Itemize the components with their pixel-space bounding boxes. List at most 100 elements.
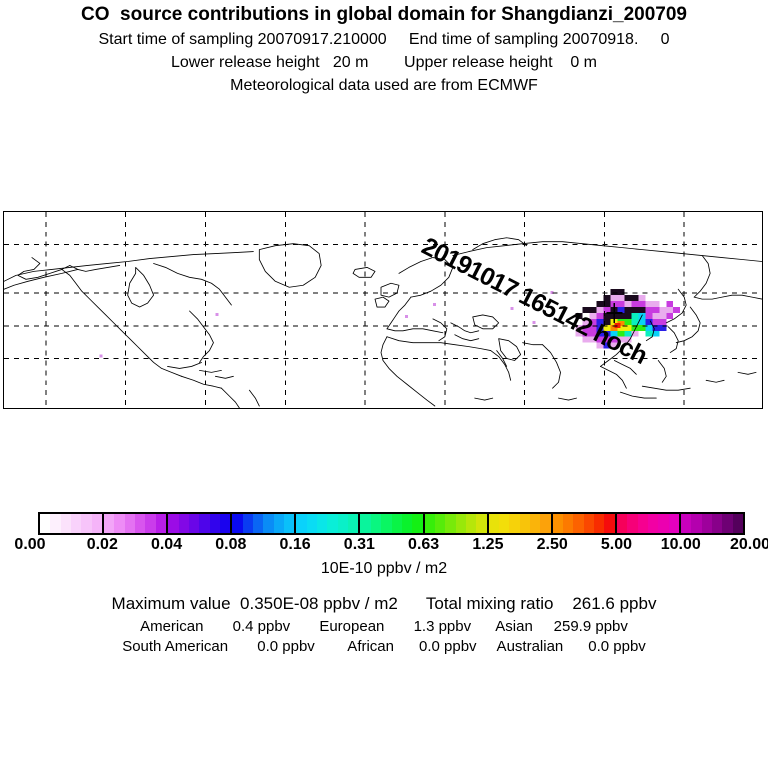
colorbar-band-8 bbox=[552, 514, 617, 533]
colorbar-step-2-5 bbox=[219, 514, 231, 533]
colorbar-step-8-5 bbox=[604, 514, 615, 533]
colorbar-step-8-2 bbox=[573, 514, 584, 533]
colorbar-tick-3: 0.08 bbox=[215, 536, 247, 553]
colorbar-step-4-4 bbox=[337, 514, 349, 533]
colorbar-step-7-3 bbox=[519, 514, 531, 533]
colorbar-step-4-3 bbox=[327, 514, 338, 533]
colorbar-step-3-3 bbox=[263, 514, 274, 533]
colorbar-step-4-0 bbox=[296, 514, 307, 533]
colorbar-step-6-2 bbox=[445, 514, 456, 533]
colorbar-band-4 bbox=[296, 514, 361, 533]
colorbar-tick-9: 5.00 bbox=[600, 536, 633, 553]
colorbar-step-1-0 bbox=[104, 514, 115, 533]
colorbar-unit-label: 10E-10 ppbv / m2 bbox=[320, 560, 448, 577]
colorbar-step-0-3 bbox=[71, 514, 82, 533]
colorbar-step-0-0 bbox=[40, 514, 51, 533]
colorbar-step-3-5 bbox=[284, 514, 295, 533]
colorbar-step-4-1 bbox=[306, 514, 318, 533]
colorbar-tick-7: 1.25 bbox=[472, 536, 504, 553]
sampling-time-line: Start time of sampling 20070917.210000 E… bbox=[98, 31, 670, 48]
colorbar-step-10-0 bbox=[680, 514, 692, 533]
colorbar-step-1-4 bbox=[145, 514, 156, 533]
release-height-line: Lower release height 20 m Upper release … bbox=[171, 54, 597, 71]
colorbar-step-5-2 bbox=[381, 514, 392, 533]
colorbar-step-9-2 bbox=[637, 514, 648, 533]
global-map-panel bbox=[3, 211, 763, 409]
colorbar-step-5-0 bbox=[360, 514, 371, 533]
colorbar-step-2-3 bbox=[199, 514, 210, 533]
colorbar-step-3-1 bbox=[242, 514, 253, 533]
region-line-north: American 0.4 ppbv European 1.3 ppbv Asia… bbox=[140, 618, 628, 635]
colorbar-step-9-0 bbox=[616, 514, 628, 533]
colorbar-step-6-3 bbox=[455, 514, 466, 533]
colorbar-step-5-3 bbox=[391, 514, 402, 533]
colorbar-step-1-3 bbox=[135, 514, 146, 533]
colorbar-band-7 bbox=[488, 514, 553, 533]
colorbar-tick-1: 0.02 bbox=[86, 536, 118, 553]
colorbar-step-7-5 bbox=[540, 514, 551, 533]
colorbar-step-9-1 bbox=[627, 514, 638, 533]
page-title: CO source contributions in global domain… bbox=[81, 4, 687, 25]
colorbar-step-2-1 bbox=[178, 514, 189, 533]
colorbar-step-8-0 bbox=[552, 514, 564, 533]
colorbar-step-10-3 bbox=[711, 514, 723, 533]
coastlines bbox=[4, 237, 762, 408]
colorbar bbox=[38, 512, 745, 535]
colorbar-step-1-5 bbox=[155, 514, 167, 533]
colorbar-step-0-2 bbox=[60, 514, 72, 533]
colorbar-band-3 bbox=[232, 514, 297, 533]
colorbar-band-1 bbox=[104, 514, 169, 533]
colorbar-step-5-1 bbox=[370, 514, 382, 533]
colorbar-step-8-4 bbox=[594, 514, 605, 533]
colorbar-step-2-4 bbox=[209, 514, 220, 533]
release-site-marker bbox=[606, 303, 623, 323]
colorbar-tick-0: 0.00 bbox=[14, 536, 46, 553]
colorbar-step-6-0 bbox=[424, 514, 435, 533]
colorbar-band-5 bbox=[360, 514, 425, 533]
colorbar-tick-labels: 0.00 0.02 0.04 0.08 0.16 0.31 0.63 1.25 2.50 5.00… bbox=[0, 536, 768, 556]
colorbar-tick-2: 0.04 bbox=[150, 536, 183, 553]
colorbar-band-10 bbox=[680, 514, 743, 533]
colorbar-step-9-4 bbox=[658, 514, 669, 533]
colorbar-step-7-4 bbox=[530, 514, 541, 533]
colorbar-tick-8: 2.50 bbox=[536, 536, 568, 553]
colorbar-step-10-2 bbox=[701, 514, 712, 533]
colorbar-step-6-1 bbox=[434, 514, 446, 533]
colorbar-step-2-2 bbox=[188, 514, 200, 533]
colorbar-step-10-4 bbox=[722, 514, 733, 533]
colorbar-step-3-2 bbox=[252, 514, 264, 533]
colorbar-step-9-5 bbox=[668, 514, 679, 533]
colorbar-step-3-4 bbox=[273, 514, 284, 533]
concentration-plume bbox=[99, 289, 681, 358]
colorbar-band-2 bbox=[168, 514, 233, 533]
header-block: CO source contributions in global domain… bbox=[0, 0, 768, 95]
world-map-svg bbox=[4, 212, 762, 408]
colorbar-step-6-5 bbox=[476, 514, 487, 533]
colorbar-step-7-1 bbox=[499, 514, 510, 533]
colorbar-step-5-5 bbox=[412, 514, 423, 533]
colorbar-tick-5: 0.31 bbox=[343, 536, 375, 553]
colorbar-tick-11: 20.00 bbox=[729, 536, 768, 553]
colorbar-step-8-3 bbox=[583, 514, 595, 533]
statistics-block: Maximum value 0.350E-08 ppbv / m2 Total … bbox=[0, 594, 768, 658]
colorbar-band-0 bbox=[40, 514, 105, 533]
colorbar-band-9 bbox=[616, 514, 681, 533]
colorbar-step-0-1 bbox=[50, 514, 61, 533]
meteorology-source-line: Meteorological data used are from ECMWF bbox=[230, 77, 538, 94]
colorbar-step-0-4 bbox=[81, 514, 92, 533]
colorbar-tick-4: 0.16 bbox=[279, 536, 311, 553]
max-and-total-line: Maximum value 0.350E-08 ppbv / m2 Total … bbox=[111, 594, 657, 613]
colorbar-step-8-1 bbox=[563, 514, 574, 533]
colorbar-step-5-4 bbox=[401, 514, 413, 533]
colorbar-step-3-0 bbox=[232, 514, 243, 533]
colorbar-step-9-3 bbox=[647, 514, 659, 533]
colorbar-step-6-4 bbox=[465, 514, 477, 533]
colorbar-step-10-5 bbox=[732, 514, 743, 533]
colorbar-step-4-5 bbox=[348, 514, 359, 533]
colorbar-step-0-5 bbox=[91, 514, 103, 533]
colorbar-step-7-0 bbox=[488, 514, 499, 533]
colorbar-step-1-2 bbox=[124, 514, 136, 533]
colorbar-band-6 bbox=[424, 514, 489, 533]
colorbar-step-1-1 bbox=[114, 514, 125, 533]
colorbar-tick-6: 0.63 bbox=[408, 536, 440, 553]
